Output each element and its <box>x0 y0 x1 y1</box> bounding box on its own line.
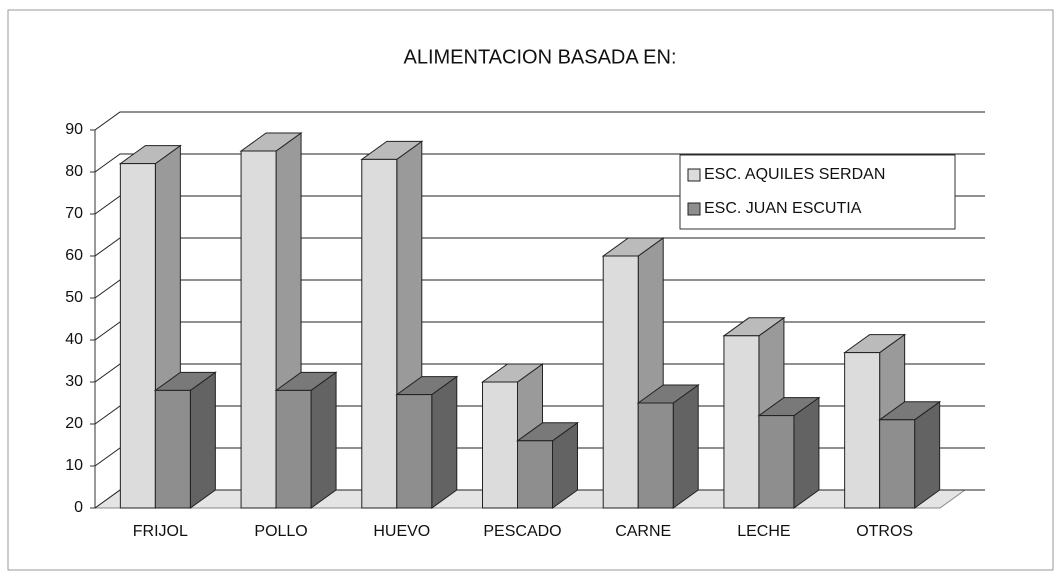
y-tick-label: 90 <box>65 121 83 138</box>
bar-front <box>275 389 312 509</box>
bar-side <box>310 371 337 509</box>
y-tick-label: 80 <box>65 163 83 180</box>
y-tick-label: 10 <box>65 457 83 474</box>
legend-label: ESC. JUAN ESCUTIA <box>704 200 862 217</box>
bar <box>153 371 217 509</box>
legend-swatch <box>687 168 701 182</box>
y-tick-label: 60 <box>65 247 83 264</box>
bar-side <box>431 375 458 509</box>
bar-side <box>189 371 216 509</box>
legend-label: ESC. AQUILES SERDAN <box>704 166 885 183</box>
bar-front <box>482 381 518 509</box>
x-tick-label: FRIJOL <box>133 523 188 540</box>
bar-front <box>602 255 639 509</box>
grid-line <box>94 153 985 173</box>
bar <box>636 384 700 509</box>
bar-front <box>517 440 553 509</box>
y-tick-label: 50 <box>65 289 83 306</box>
y-tick-label: 20 <box>65 415 83 432</box>
bar <box>878 400 942 509</box>
x-tick-label: LECHE <box>737 523 790 540</box>
bar-front <box>396 394 433 509</box>
y-tick-label: 30 <box>65 373 83 390</box>
x-tick-label: POLLO <box>254 523 307 540</box>
bar-front <box>758 415 795 509</box>
bar-front <box>240 150 277 509</box>
bar-front <box>361 158 398 509</box>
bar <box>757 396 821 509</box>
bar-front <box>154 389 191 509</box>
bar-front <box>844 352 881 509</box>
bar <box>395 375 459 509</box>
bar-side <box>793 396 820 509</box>
bar-side <box>914 400 941 509</box>
bar-front <box>119 163 156 509</box>
x-tick-label: PESCADO <box>483 523 561 540</box>
legend-swatch <box>687 202 701 216</box>
grid-line <box>94 111 985 131</box>
x-tick-label: HUEVO <box>373 523 430 540</box>
x-tick-label: CARNE <box>615 523 671 540</box>
bar-front <box>637 402 674 509</box>
y-tick-label: 70 <box>65 205 83 222</box>
legend-box <box>679 154 956 230</box>
bar <box>515 421 580 509</box>
bar-front <box>879 419 916 509</box>
bar-front <box>723 335 760 509</box>
bar <box>274 371 338 509</box>
y-tick-label: 40 <box>65 331 83 348</box>
bar-side <box>672 384 699 509</box>
chart-title: ALIMENTACION BASADA EN: <box>403 46 676 68</box>
y-tick-label: 0 <box>74 499 83 516</box>
x-tick-label: OTROS <box>856 523 913 540</box>
